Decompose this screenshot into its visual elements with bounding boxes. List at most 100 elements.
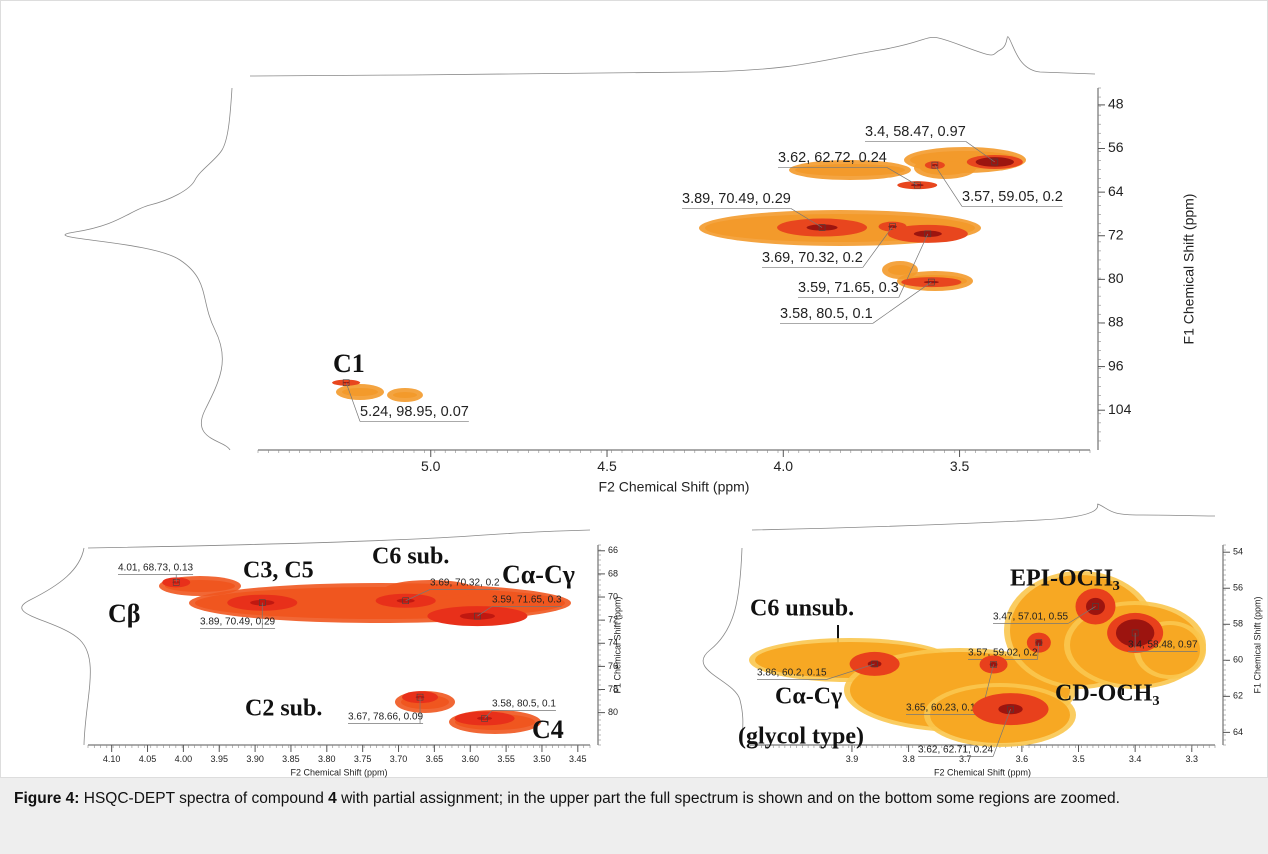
peak-marker [342, 379, 350, 386]
peak-marker [928, 278, 935, 286]
x-tick-label: 3.5 [1072, 754, 1085, 764]
x-tick-label: 3.7 [959, 754, 972, 764]
peak-label: 3.59, 71.65, 0.3 [492, 595, 562, 606]
y-tick-label: 54 [1233, 547, 1243, 557]
x-tick-label: 4.5 [597, 458, 617, 474]
peak-leader [965, 141, 996, 163]
peak-label: 3.62, 62.72, 0.24 [778, 150, 887, 166]
peak-label: 3.69, 70.32, 0.2 [762, 250, 863, 266]
peak-marker [474, 612, 481, 620]
x-tick-label: 3.95 [210, 754, 228, 764]
y-tick-label: 64 [1108, 183, 1124, 199]
x-tick-label: 3.5 [950, 458, 970, 474]
peak-label: 3.57, 59.05, 0.2 [962, 189, 1063, 205]
peak-label: 3.69, 70.32, 0.2 [430, 578, 500, 589]
y-tick-label: 78 [608, 684, 618, 694]
y-axis-label: F1 Chemical Shift (ppm) [1252, 596, 1262, 693]
peak-leader [345, 382, 361, 422]
caption-text: HSQC-DEPT spectra of compound [83, 790, 324, 807]
peak-label: 3.4, 58.48, 0.97 [1128, 640, 1198, 651]
y-tick-label: 76 [608, 661, 618, 671]
assignment-label: EPI-OCH₃ [1010, 566, 1120, 592]
peak-label: 3.4, 58.47, 0.97 [865, 124, 966, 140]
y-tick-label: 56 [1108, 139, 1124, 155]
assignment-label: C1 [333, 349, 365, 378]
x-tick-label: 3.6 [1016, 754, 1029, 764]
peak-label: 3.65, 60.23, 0.16 [906, 703, 982, 714]
y-axis-label: F1 Chemical Shift (ppm) [1181, 194, 1197, 345]
peak-label: 3.59, 71.65, 0.3 [798, 280, 899, 296]
peak-leader [862, 226, 893, 268]
x-axis-label: F2 Chemical Shift (ppm) [934, 767, 1031, 777]
x-tick-label: 3.90 [246, 754, 264, 764]
x-tick-label: 3.60 [461, 754, 479, 764]
peak-label: 3.58, 80.5, 0.1 [780, 306, 873, 322]
peak-label: 4.01, 68.73, 0.13 [118, 563, 194, 574]
x-tick-label: 3.45 [569, 754, 587, 764]
y-tick-label: 80 [608, 707, 618, 717]
x-tick-label: 5.0 [421, 458, 441, 474]
x-tick-label: 3.65 [426, 754, 444, 764]
peak-marker [990, 661, 997, 668]
peak-marker [991, 158, 999, 166]
peak-label: 3.86, 60.2, 0.15 [757, 668, 827, 679]
x-tick-label: 3.55 [497, 754, 515, 764]
peak-leader [898, 233, 929, 298]
assignment-label: Cα-Cγ [502, 560, 575, 589]
peak-marker [818, 224, 826, 231]
peak-label: 3.89, 70.49, 0.29 [682, 191, 791, 207]
f2-projection [87, 529, 591, 549]
contour-band [342, 388, 378, 396]
peak-leader [1067, 606, 1096, 624]
f2-projection [249, 36, 1096, 77]
assignment-label: (glycol type) [738, 724, 864, 750]
peak-label: 3.89, 70.49, 0.29 [200, 617, 276, 628]
assignment-label: C6 sub. [372, 544, 449, 570]
y-tick-label: 64 [1233, 727, 1243, 737]
peak-leader [934, 164, 963, 207]
f1-projection [64, 87, 233, 451]
f1-projection [702, 547, 744, 746]
assignment-label: C6 unsub. [750, 596, 854, 622]
y-tick-label: 80 [1108, 270, 1124, 286]
y-tick-label: 104 [1108, 401, 1132, 417]
peak-label: 3.62, 62.71, 0.24 [918, 745, 994, 756]
caption-compound: 4 [328, 790, 337, 807]
figure: 5.0 4.5 4.0 3.5 48 56 64 72 80 88 96 104 F2 Chemical… [0, 0, 1268, 778]
x-tick-label: 4.0 [774, 458, 794, 474]
y-tick-label: 62 [1233, 691, 1243, 701]
peak-marker [871, 660, 878, 668]
x-tick-label: 3.70 [390, 754, 408, 764]
y-tick-label: 58 [1233, 619, 1243, 629]
peak-leader [405, 589, 431, 602]
y-tick-label: 88 [1108, 314, 1124, 330]
x-tick-label: 3.9 [846, 754, 859, 764]
x-tick-label: 3.75 [354, 754, 372, 764]
assignment-label: C2 sub. [245, 696, 322, 722]
peak-leader [477, 606, 493, 617]
peak-marker [402, 597, 409, 605]
assignment-label: CD-OCH₃ [1055, 681, 1160, 707]
x-axis-label: F2 Chemical Shift (ppm) [290, 767, 387, 777]
x-axis-label: F2 Chemical Shift (ppm) [599, 479, 750, 495]
assignment-label: C4 [532, 715, 564, 744]
y-tick-label: 60 [1233, 655, 1243, 665]
peak-label: 3.57, 59.02, 0.2 [968, 648, 1038, 659]
peak-leader [886, 167, 918, 186]
assignment-label: Cα-Cγ [775, 684, 842, 710]
y-tick-label: 96 [1108, 357, 1124, 373]
peak-label: 3.58, 80.5, 0.1 [492, 699, 556, 710]
y-tick-label: 56 [1233, 583, 1243, 593]
y-tick-label: 72 [1108, 226, 1124, 242]
peak-core [342, 381, 350, 384]
assignment-label: Cβ [108, 599, 140, 628]
peak-label: 3.67, 78.66, 0.09 [348, 712, 424, 723]
caption: Figure 4: HSQC-DEPT spectra of compound … [0, 778, 1268, 854]
y-tick-label: 68 [608, 568, 618, 578]
f1-projection [21, 547, 91, 746]
y-tick-label: 48 [1108, 96, 1124, 112]
peak-leader [872, 281, 932, 324]
x-tick-label: 4.10 [103, 754, 121, 764]
contour-band [390, 584, 470, 596]
peak-marker [913, 181, 921, 189]
